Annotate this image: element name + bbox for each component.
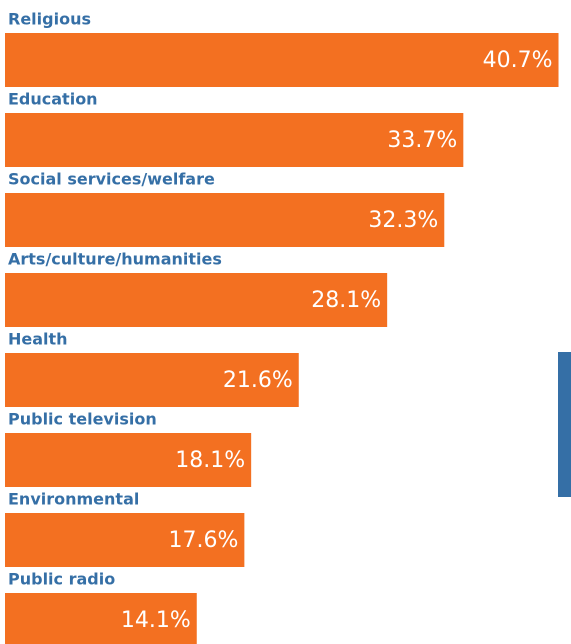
category-label: Public radio — [8, 570, 115, 589]
bar — [5, 593, 197, 644]
side-accent — [558, 352, 571, 497]
bar — [5, 113, 464, 167]
bar — [5, 353, 299, 407]
value-label: 21.6% — [223, 368, 293, 393]
value-label: 28.1% — [311, 288, 381, 313]
value-label: 32.3% — [368, 208, 438, 233]
bar — [5, 433, 252, 487]
category-label: Public television — [8, 410, 157, 429]
value-label: 18.1% — [175, 448, 245, 473]
value-label: 33.7% — [387, 128, 457, 153]
category-label: Education — [8, 90, 98, 109]
value-label: 17.6% — [168, 528, 238, 553]
bar — [5, 273, 388, 327]
bar — [5, 33, 559, 87]
category-label: Religious — [8, 10, 91, 29]
bar — [5, 513, 245, 567]
category-label: Arts/culture/humanities — [8, 250, 222, 269]
value-label: 40.7% — [483, 48, 553, 73]
category-label: Social services/welfare — [8, 170, 215, 189]
category-label: Environmental — [8, 490, 139, 509]
value-label: 14.1% — [121, 608, 191, 633]
bar — [5, 193, 445, 247]
category-label: Health — [8, 330, 68, 349]
